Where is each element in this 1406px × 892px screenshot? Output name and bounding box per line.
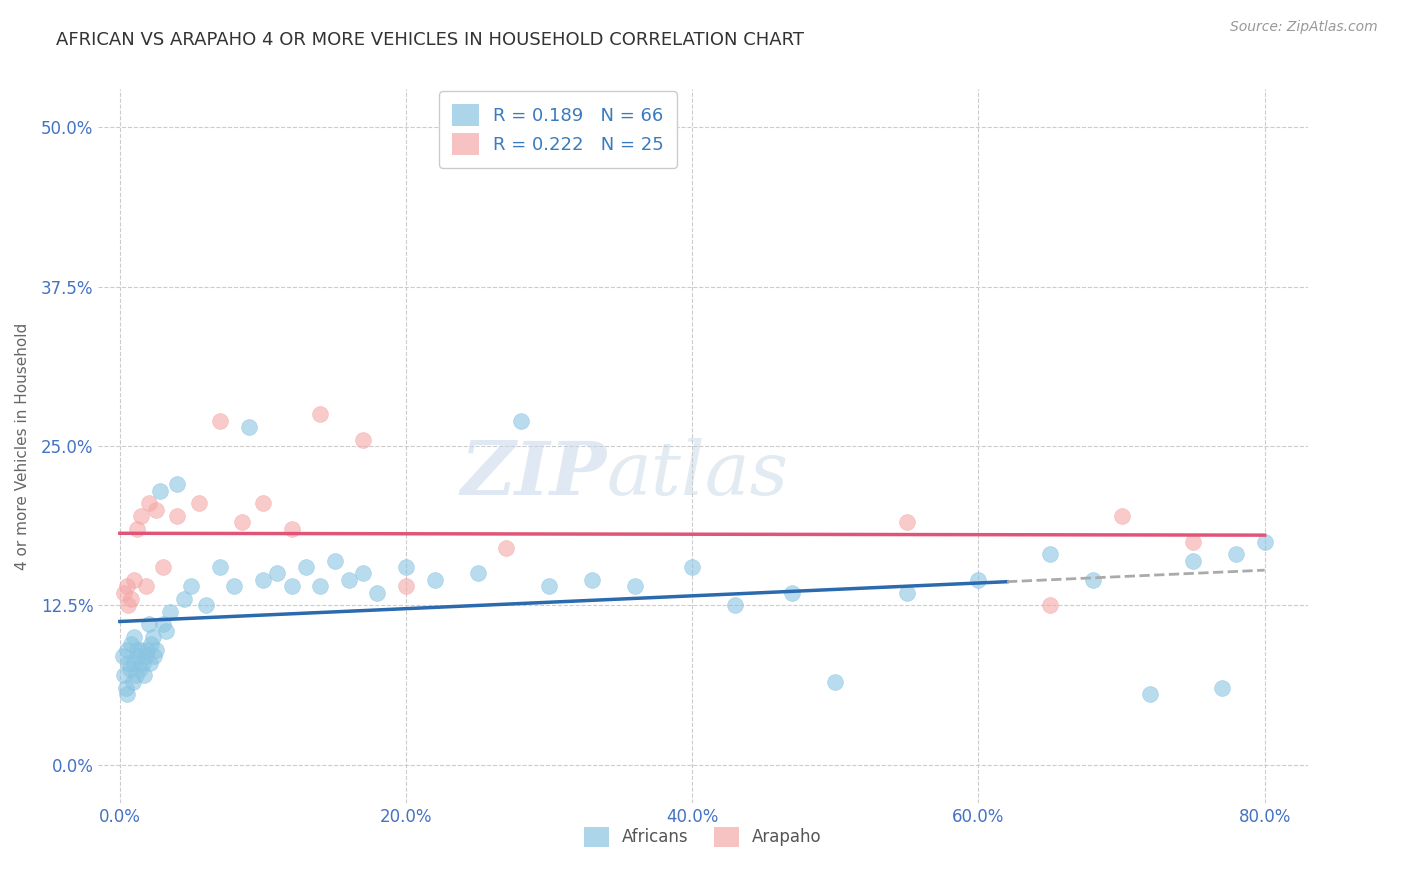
Point <box>252 573 274 587</box>
Point <box>124 668 146 682</box>
Point <box>896 585 918 599</box>
Point <box>495 541 517 555</box>
Point <box>115 643 138 657</box>
Point <box>145 502 167 516</box>
Point <box>180 579 202 593</box>
Point <box>166 509 188 524</box>
Point <box>624 579 647 593</box>
Point <box>159 605 181 619</box>
Point <box>166 477 188 491</box>
Point <box>1039 599 1062 613</box>
Point <box>118 662 141 676</box>
Point <box>152 560 174 574</box>
Point <box>423 573 446 587</box>
Point <box>125 643 148 657</box>
Point <box>238 420 260 434</box>
Point <box>134 668 156 682</box>
Point <box>395 579 418 593</box>
Point <box>309 407 332 421</box>
Y-axis label: 4 or more Vehicles in Household: 4 or more Vehicles in Household <box>15 322 30 570</box>
Point <box>209 413 232 427</box>
Point <box>187 496 209 510</box>
Point <box>581 573 603 587</box>
Point <box>724 599 747 613</box>
Legend: Africans, Arapaho: Africans, Arapaho <box>572 815 834 859</box>
Point <box>112 585 135 599</box>
Point <box>395 560 418 574</box>
Point <box>1139 688 1161 702</box>
Point <box>135 579 157 593</box>
Point <box>280 579 302 593</box>
Point <box>117 656 139 670</box>
Point <box>111 649 134 664</box>
Point <box>121 674 143 689</box>
Point <box>117 599 139 613</box>
Point <box>224 579 246 593</box>
Point <box>824 674 846 689</box>
Point <box>141 636 163 650</box>
Point <box>1111 509 1133 524</box>
Point <box>138 496 160 510</box>
Point <box>1253 534 1275 549</box>
Point <box>280 522 302 536</box>
Point <box>352 433 374 447</box>
Point <box>125 522 148 536</box>
Point <box>681 560 703 574</box>
Point <box>1182 534 1205 549</box>
Point <box>136 643 159 657</box>
Point <box>142 630 165 644</box>
Point <box>295 560 318 574</box>
Point <box>1211 681 1233 695</box>
Point <box>782 585 804 599</box>
Point <box>538 579 561 593</box>
Point <box>1039 547 1062 561</box>
Point <box>145 643 167 657</box>
Point <box>115 579 138 593</box>
Point <box>266 566 288 581</box>
Point <box>309 579 332 593</box>
Point <box>1225 547 1247 561</box>
Point <box>967 573 990 587</box>
Point <box>131 643 153 657</box>
Text: ZIP: ZIP <box>460 438 606 511</box>
Point <box>352 566 374 581</box>
Point <box>231 516 253 530</box>
Point <box>1081 573 1104 587</box>
Point <box>467 566 489 581</box>
Point <box>122 573 145 587</box>
Point <box>252 496 274 510</box>
Point <box>139 656 162 670</box>
Point <box>131 509 153 524</box>
Point <box>143 649 166 664</box>
Point <box>209 560 232 574</box>
Point <box>135 649 157 664</box>
Point <box>114 681 136 695</box>
Point <box>194 599 217 613</box>
Point <box>115 688 138 702</box>
Point <box>138 617 160 632</box>
Text: atlas: atlas <box>606 438 789 511</box>
Text: Source: ZipAtlas.com: Source: ZipAtlas.com <box>1230 20 1378 34</box>
Point <box>112 668 135 682</box>
Point <box>122 630 145 644</box>
Point <box>127 649 149 664</box>
Point <box>132 656 155 670</box>
Point <box>149 483 172 498</box>
Point <box>129 662 152 676</box>
Point <box>120 591 142 606</box>
Point <box>122 656 145 670</box>
Point <box>337 573 360 587</box>
Point <box>152 617 174 632</box>
Point <box>896 516 918 530</box>
Point <box>1182 554 1205 568</box>
Point <box>155 624 177 638</box>
Point <box>366 585 388 599</box>
Point <box>173 591 195 606</box>
Point <box>323 554 346 568</box>
Point <box>120 636 142 650</box>
Point <box>509 413 531 427</box>
Text: AFRICAN VS ARAPAHO 4 OR MORE VEHICLES IN HOUSEHOLD CORRELATION CHART: AFRICAN VS ARAPAHO 4 OR MORE VEHICLES IN… <box>56 31 804 49</box>
